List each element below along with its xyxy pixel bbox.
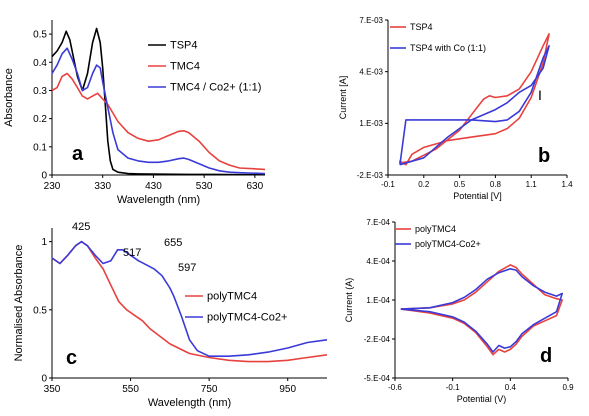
x-tick-label: 0.9 (562, 383, 574, 392)
x-tick-label: -0.1 (446, 383, 460, 392)
x-tick-label: 0.4 (505, 383, 517, 392)
y-tick-label: 4.E-03 (359, 67, 383, 76)
legend-label: TSP4 (170, 40, 198, 52)
panel-label: a (72, 143, 84, 165)
y-tick-label: 0.5 (33, 305, 47, 316)
x-tick-label: 0.2 (418, 180, 430, 189)
x-axis-label: Wavelength (nm) (148, 397, 231, 409)
y-axis-label: Current [A] (338, 76, 348, 120)
y-tick-label: 0.5 (33, 30, 47, 41)
x-tick-label: 630 (247, 181, 264, 192)
series-line-b-1 (399, 45, 550, 166)
panel-d: -0.6 -0.1 0.4 0.9 -5.E-04 -2.E-04 1.E-04 4.E-04… (344, 218, 574, 404)
peak-annotation: 597 (178, 262, 196, 274)
y-axis-label: Absorbance (3, 68, 15, 127)
x-axis-label: Wavelength (nm) (117, 194, 200, 206)
x-tick-label: 430 (145, 181, 162, 192)
legend-label: TSP4 with Co (1:1) (410, 43, 486, 53)
peak-annotation: 517 (123, 247, 141, 259)
y-tick-label: 7.E-04 (366, 218, 390, 227)
legend-label: polyTMC4 (415, 224, 456, 234)
legend-label: TMC4 (170, 61, 200, 73)
legend-label: polyTMC4 (207, 291, 257, 303)
legend-label: polyTMC4-Co2+ (415, 239, 481, 249)
peak-annotation: 425 (72, 221, 90, 233)
x-tick-label: 330 (94, 181, 111, 192)
y-axis-label: Current (A) (344, 278, 354, 323)
y-tick-label: 1 (41, 237, 47, 248)
series-line-c-0 (51, 240, 328, 363)
x-tick-label: 0.8 (490, 180, 502, 189)
panel-label: d (540, 345, 552, 367)
series-line-c-1 (51, 240, 328, 357)
series-line-d-1 (400, 268, 563, 353)
y-tick-label: 0.1 (33, 142, 47, 153)
series-line-b-0 (399, 33, 550, 166)
panel-label: c (66, 347, 77, 369)
x-tick-label: 550 (122, 384, 139, 395)
peak-annotation: I (538, 87, 542, 103)
y-tick-label: 7.E-03 (359, 16, 383, 25)
x-axis-label: Potential [V] (453, 191, 502, 201)
legend-label: TSP4 (410, 22, 433, 32)
x-tick-label: 1.4 (561, 180, 573, 189)
x-tick-label: 950 (279, 384, 296, 395)
y-tick-label: 1.E-04 (366, 296, 390, 305)
x-axis-label: Potential (V) (457, 394, 507, 404)
y-tick-label: 0.2 (33, 114, 47, 125)
y-tick-label: 0 (41, 171, 47, 182)
y-tick-label: 1.E-03 (359, 119, 383, 128)
legend-label: polyTMC4-Co2+ (207, 312, 287, 324)
x-tick-label: -0.6 (388, 383, 402, 392)
panel-label: b (538, 145, 550, 167)
x-tick-label: 350 (44, 384, 61, 395)
y-tick-label: 0.3 (33, 86, 47, 97)
panel-a: 230 330 430 530 630 0 0.1 0.2 0.3 0.4 0.5 Wavelengt… (3, 20, 266, 206)
peak-annotation: 655 (164, 237, 182, 249)
x-tick-label: 230 (44, 181, 61, 192)
series-line-a-2 (51, 47, 266, 175)
panel-c: 350 550 750 950 0 0.5 1 Wavelength (nm) Normalis… (13, 221, 328, 409)
series-line-a-1 (51, 72, 266, 171)
series-line-a-0 (51, 27, 265, 176)
y-tick-label: 0 (41, 374, 47, 385)
x-tick-label: 0.5 (454, 180, 466, 189)
x-tick-label: 1.1 (526, 180, 538, 189)
y-axis-label: Normalised Absorbance (13, 245, 25, 362)
panel-b: -0.1 0.2 0.5 0.8 1.1 1.4 -2.E-03 1.E-03 4.E-03 7.… (338, 16, 573, 201)
x-tick-label: -0.1 (381, 180, 395, 189)
legend-label: TMC4 / Co2+ (1:1) (170, 82, 261, 94)
series-line-d-0 (400, 264, 563, 356)
y-tick-label: 4.E-04 (366, 257, 390, 266)
y-tick-label: 0.4 (33, 58, 47, 69)
x-tick-label: 750 (201, 384, 218, 395)
y-tick-label: -5.E-04 (364, 374, 391, 383)
y-tick-label: -2.E-04 (364, 335, 391, 344)
y-tick-label: -2.E-03 (357, 171, 384, 180)
x-tick-label: 530 (196, 181, 213, 192)
